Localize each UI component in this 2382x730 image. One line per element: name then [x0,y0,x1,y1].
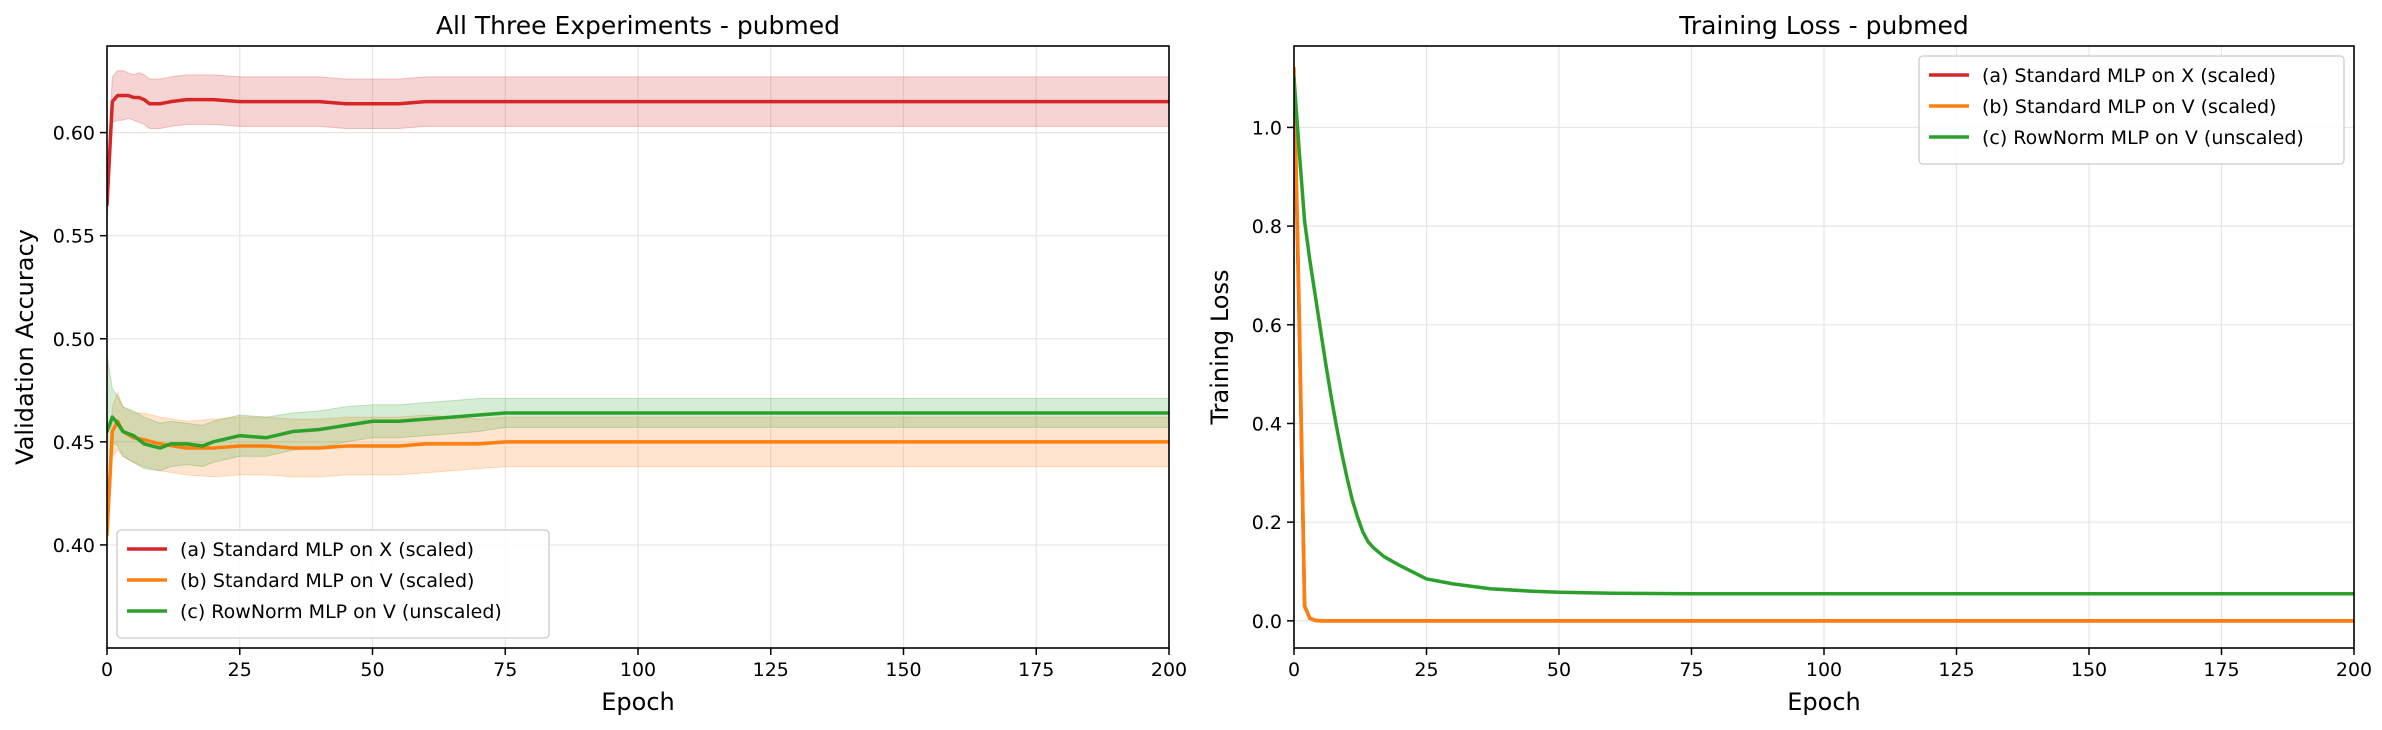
acc-legend-label-2: (c) RowNorm MLP on V (unscaled) [180,601,502,623]
loss-y-axis-label: Training Loss [1206,270,1234,426]
acc-xtick-label: 25 [228,659,252,681]
loss-x-axis-label: Epoch [1787,688,1861,716]
loss-line-series-2 [1294,76,2354,596]
loss-line-series-1 [1294,66,2354,623]
loss-xtick-label: 150 [2071,659,2107,681]
acc-band-series-1 [107,390,1169,556]
acc-legend-label-1: (b) Standard MLP on V (scaled) [180,570,474,592]
acc-legend-label-0: (a) Standard MLP on X (scaled) [180,539,474,561]
acc-ytick-label: 0.40 [53,535,95,557]
loss-legend-box [1918,55,2345,165]
acc-legend-box [116,529,550,639]
loss-legend-label-2: (c) RowNorm MLP on V (unscaled) [1982,127,2304,149]
loss-xtick-label: 200 [2336,659,2372,681]
training-loss-chart: 0 25 50 75 100 125 150 175 200 0.0 0.2 0.4 0.6 0.8 1.0… [1206,11,2372,716]
acc-xtick-label: 150 [885,659,921,681]
acc-xtick-label: 175 [1018,659,1054,681]
acc-legend: (a) Standard MLP on X (scaled) (b) Standa… [116,529,550,639]
loss-plot-area [1294,66,2354,623]
acc-xtick-label: 125 [753,659,789,681]
acc-chart-title: All Three Experiments - pubmed [436,11,840,40]
loss-xtick-label: 175 [2203,659,2239,681]
loss-legend-label-0: (a) Standard MLP on X (scaled) [1982,65,2276,87]
acc-xtick-label: 0 [101,659,113,681]
loss-ytick-label: 0.6 [1252,315,1282,337]
acc-xtick-label: 75 [493,659,517,681]
acc-y-axis-label: Validation Accuracy [11,229,39,465]
loss-xtick-label: 75 [1679,659,1703,681]
loss-xtick-label: 100 [1806,659,1842,681]
loss-chart-title: Training Loss - pubmed [1678,11,1969,40]
acc-ytick-label: 0.50 [53,329,95,351]
acc-ytick-label: 0.60 [53,123,95,145]
loss-ytick-label: 0.4 [1252,413,1282,435]
acc-ytick-label: 0.45 [53,432,95,454]
acc-x-axis-label: Epoch [601,688,675,716]
acc-plot-area [107,70,1169,556]
acc-line-series-2 [107,411,1169,450]
acc-xtick-label: 100 [620,659,656,681]
loss-legend: (a) Standard MLP on X (scaled) (b) Standa… [1918,55,2345,165]
acc-band-series-2 [107,355,1169,494]
loss-xtick-label: 125 [1938,659,1974,681]
loss-ytick-label: 0.2 [1252,512,1282,534]
loss-ytick-label: 0.8 [1252,216,1282,238]
loss-legend-label-1: (b) Standard MLP on V (scaled) [1982,96,2276,118]
loss-xtick-label: 0 [1288,659,1300,681]
loss-xtick-label: 50 [1547,659,1571,681]
acc-ytick-label: 0.55 [53,226,95,248]
acc-band-series-0 [107,70,1169,226]
acc-line-series-0 [107,93,1169,207]
acc-xtick-label: 50 [360,659,384,681]
loss-xtick-label: 25 [1414,659,1438,681]
acc-xtick-label: 200 [1151,659,1187,681]
loss-ytick-label: 1.0 [1252,117,1282,139]
loss-ytick-label: 0.0 [1252,611,1282,633]
validation-accuracy-chart: 0 25 50 75 100 125 150 175 200 0.40 0.45 0.50 0.55 0.… [11,11,1187,716]
